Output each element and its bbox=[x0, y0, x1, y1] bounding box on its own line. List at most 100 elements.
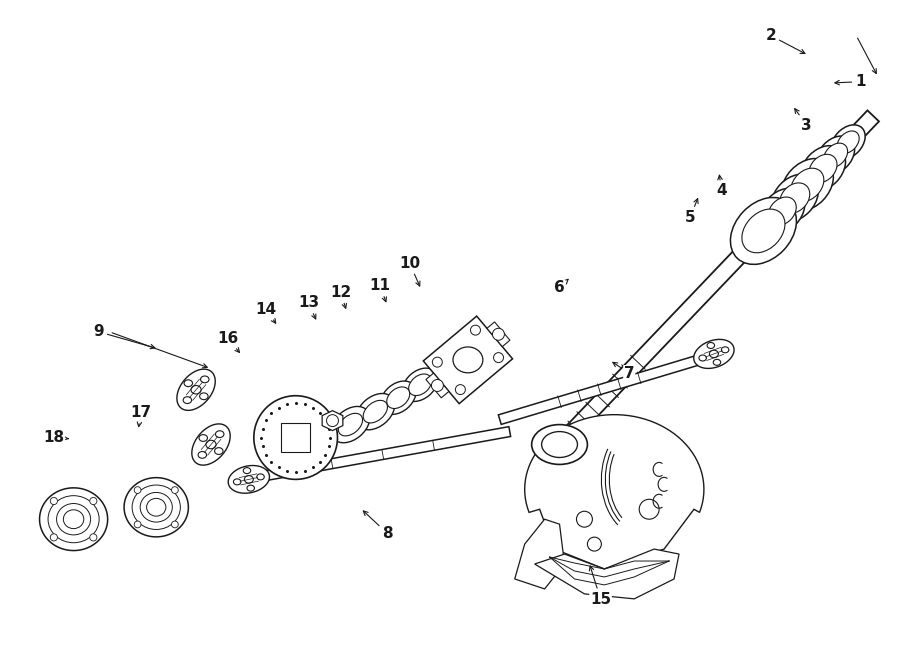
Circle shape bbox=[172, 486, 178, 494]
Text: 1: 1 bbox=[835, 74, 866, 89]
Text: 16: 16 bbox=[217, 331, 239, 352]
Circle shape bbox=[50, 534, 58, 541]
Ellipse shape bbox=[140, 492, 172, 522]
Polygon shape bbox=[40, 488, 108, 551]
Ellipse shape bbox=[816, 136, 855, 175]
Text: 9: 9 bbox=[94, 325, 155, 349]
Ellipse shape bbox=[722, 347, 729, 353]
Ellipse shape bbox=[742, 209, 785, 253]
Text: 5: 5 bbox=[685, 199, 698, 225]
Circle shape bbox=[639, 499, 659, 519]
Ellipse shape bbox=[800, 145, 845, 191]
Ellipse shape bbox=[731, 198, 796, 264]
Polygon shape bbox=[124, 478, 188, 537]
Circle shape bbox=[90, 498, 97, 504]
Circle shape bbox=[134, 486, 141, 494]
Circle shape bbox=[327, 414, 338, 426]
Circle shape bbox=[471, 325, 481, 335]
Ellipse shape bbox=[132, 485, 180, 529]
Ellipse shape bbox=[200, 393, 208, 400]
Polygon shape bbox=[515, 519, 564, 589]
Ellipse shape bbox=[713, 360, 721, 366]
Polygon shape bbox=[694, 339, 734, 368]
Polygon shape bbox=[554, 110, 879, 450]
Circle shape bbox=[172, 521, 178, 528]
Ellipse shape bbox=[409, 374, 432, 395]
Text: 17: 17 bbox=[130, 405, 151, 426]
Ellipse shape bbox=[338, 413, 363, 436]
Ellipse shape bbox=[387, 387, 410, 408]
Ellipse shape bbox=[331, 407, 370, 443]
Ellipse shape bbox=[707, 342, 715, 348]
Circle shape bbox=[455, 385, 465, 395]
Circle shape bbox=[431, 379, 444, 391]
Ellipse shape bbox=[233, 479, 241, 485]
Ellipse shape bbox=[57, 504, 91, 535]
Text: 2: 2 bbox=[766, 28, 805, 54]
Text: 12: 12 bbox=[330, 285, 351, 308]
Text: 3: 3 bbox=[795, 108, 812, 133]
Ellipse shape bbox=[709, 350, 718, 358]
Polygon shape bbox=[426, 373, 449, 398]
Text: 14: 14 bbox=[256, 302, 277, 323]
Ellipse shape bbox=[532, 424, 588, 465]
Polygon shape bbox=[535, 549, 679, 599]
Text: 8: 8 bbox=[364, 511, 392, 541]
Ellipse shape bbox=[364, 401, 387, 423]
Ellipse shape bbox=[214, 447, 223, 454]
Ellipse shape bbox=[402, 368, 437, 401]
Ellipse shape bbox=[201, 376, 209, 383]
Circle shape bbox=[90, 534, 97, 541]
Circle shape bbox=[432, 357, 442, 367]
Circle shape bbox=[588, 537, 601, 551]
Ellipse shape bbox=[198, 451, 206, 458]
Circle shape bbox=[134, 521, 141, 528]
Text: 15: 15 bbox=[590, 566, 611, 607]
Text: 6: 6 bbox=[554, 280, 568, 295]
Circle shape bbox=[492, 329, 504, 340]
Ellipse shape bbox=[63, 510, 84, 529]
Ellipse shape bbox=[48, 496, 99, 543]
Ellipse shape bbox=[771, 175, 818, 222]
Polygon shape bbox=[281, 423, 310, 452]
Ellipse shape bbox=[356, 393, 394, 430]
Ellipse shape bbox=[254, 396, 338, 479]
Polygon shape bbox=[177, 369, 215, 410]
Ellipse shape bbox=[199, 434, 208, 442]
Text: 10: 10 bbox=[399, 256, 420, 286]
Ellipse shape bbox=[206, 440, 216, 449]
Ellipse shape bbox=[542, 432, 578, 457]
Ellipse shape bbox=[791, 168, 824, 202]
Ellipse shape bbox=[243, 467, 251, 473]
Ellipse shape bbox=[779, 183, 810, 214]
Ellipse shape bbox=[760, 188, 805, 234]
Polygon shape bbox=[255, 426, 510, 483]
Circle shape bbox=[493, 352, 503, 363]
Ellipse shape bbox=[215, 431, 224, 438]
Ellipse shape bbox=[453, 347, 483, 373]
Ellipse shape bbox=[381, 381, 416, 414]
Ellipse shape bbox=[809, 154, 837, 182]
Text: 13: 13 bbox=[298, 295, 319, 319]
Text: 11: 11 bbox=[370, 278, 391, 301]
Ellipse shape bbox=[245, 476, 253, 483]
Polygon shape bbox=[192, 424, 230, 465]
Polygon shape bbox=[525, 414, 704, 569]
Circle shape bbox=[577, 511, 592, 527]
Ellipse shape bbox=[699, 355, 707, 361]
Ellipse shape bbox=[781, 159, 833, 212]
Polygon shape bbox=[322, 410, 343, 430]
Ellipse shape bbox=[247, 485, 255, 491]
Ellipse shape bbox=[184, 380, 193, 387]
Text: 7: 7 bbox=[613, 362, 634, 381]
Ellipse shape bbox=[256, 474, 265, 480]
Ellipse shape bbox=[831, 125, 865, 159]
Ellipse shape bbox=[837, 131, 859, 153]
Ellipse shape bbox=[147, 498, 166, 516]
Ellipse shape bbox=[183, 397, 192, 403]
Ellipse shape bbox=[191, 385, 202, 394]
Polygon shape bbox=[423, 316, 512, 404]
Polygon shape bbox=[487, 322, 510, 346]
Circle shape bbox=[50, 498, 58, 504]
Ellipse shape bbox=[769, 197, 796, 225]
